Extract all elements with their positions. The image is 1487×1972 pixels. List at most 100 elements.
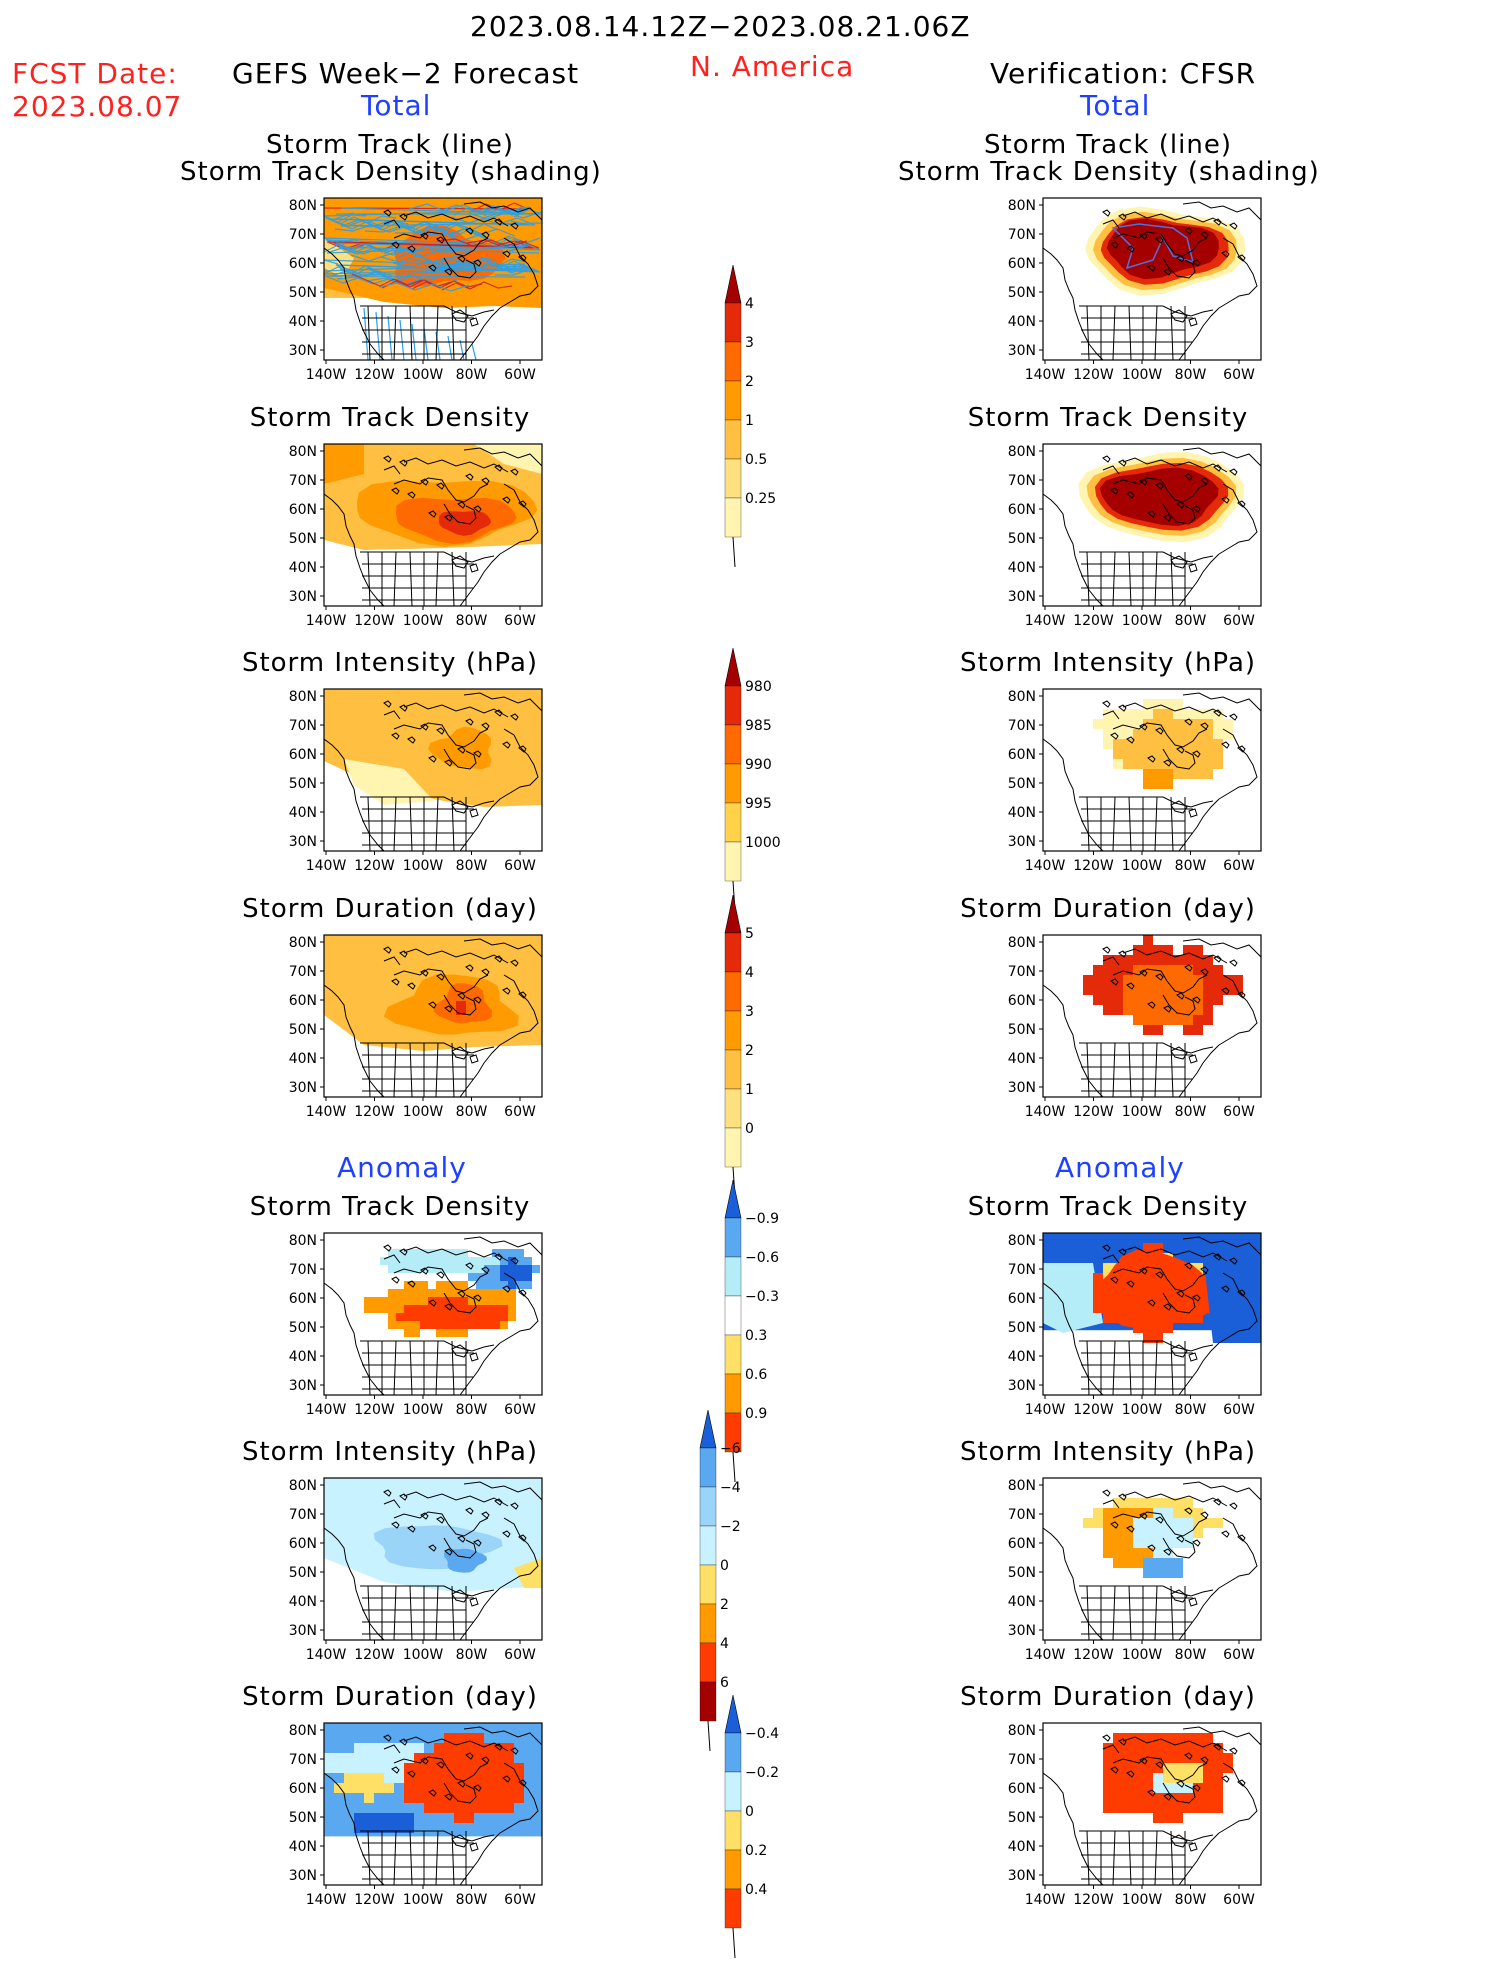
lon-tick-label: 100W bbox=[1122, 858, 1163, 874]
lat-tick-label: 80N bbox=[1008, 689, 1036, 705]
panel-title: Storm Intensity (hPa) bbox=[241, 648, 539, 678]
map-panel-forecast-duration: 30N 40N 50N 60N 70N 80N 140W 120W 100W 80W 60W bbox=[284, 934, 550, 1127]
lat-tick-label: 60N bbox=[1008, 1781, 1036, 1797]
panel-title: Storm Track Density bbox=[967, 403, 1249, 433]
lat-tick-label: 50N bbox=[289, 776, 317, 792]
colorbar-label: 0 bbox=[720, 1558, 729, 1574]
panel-title: Storm Duration (day) bbox=[960, 894, 1256, 924]
map-panel-verification-anomaly-intensity: 30N 40N 50N 60N 70N 80N 140W 120W 100W 80W 60W bbox=[1003, 1477, 1269, 1670]
lat-tick-label: 50N bbox=[289, 1810, 317, 1826]
map-svg: 30N 40N 50N 60N 70N 80N 140W 120W 100W 80W 60W bbox=[289, 934, 543, 1120]
lat-tick-label: 50N bbox=[289, 1320, 317, 1336]
lon-tick-label: 60W bbox=[1223, 1647, 1255, 1663]
lon-tick-label: 80W bbox=[456, 1402, 488, 1418]
lon-tick-label: 100W bbox=[1122, 613, 1163, 629]
lat-tick-label: 30N bbox=[289, 1378, 317, 1394]
panel-title-line1: Storm Track (line) bbox=[266, 130, 514, 160]
lon-tick-label: 60W bbox=[1223, 858, 1255, 874]
lon-tick-label: 100W bbox=[403, 1104, 444, 1120]
lon-tick-label: 60W bbox=[1223, 613, 1255, 629]
fcst-date: 2023.08.07 bbox=[12, 90, 183, 123]
lon-tick-label: 140W bbox=[306, 1647, 347, 1663]
lon-tick-label: 120W bbox=[354, 1647, 395, 1663]
lon-tick-label: 80W bbox=[456, 1647, 488, 1663]
map-field bbox=[1043, 1723, 1261, 1885]
colorbar-label: 1000 bbox=[745, 835, 781, 851]
lat-tick-label: 60N bbox=[1008, 1536, 1036, 1552]
lon-tick-label: 100W bbox=[403, 1402, 444, 1418]
colorbar-label: −0.3 bbox=[745, 1289, 779, 1305]
colorbar-label: 4 bbox=[720, 1636, 729, 1652]
lon-tick-label: 140W bbox=[1025, 858, 1066, 874]
lat-tick-label: 70N bbox=[1008, 718, 1036, 734]
colorbar-label: −0.9 bbox=[745, 1211, 779, 1227]
lat-tick-label: 60N bbox=[289, 256, 317, 272]
lat-tick-label: 30N bbox=[1008, 343, 1036, 359]
colorbar-label: 0.9 bbox=[745, 1406, 767, 1422]
lon-tick-label: 80W bbox=[456, 1104, 488, 1120]
lat-tick-label: 40N bbox=[289, 1839, 317, 1855]
map-svg: 30N 40N 50N 60N 70N 80N 140W 120W 100W 80W 60W bbox=[1008, 934, 1262, 1120]
lat-tick-label: 70N bbox=[289, 1262, 317, 1278]
forecast-title: GEFS Week−2 Forecast bbox=[232, 57, 580, 90]
lon-tick-label: 120W bbox=[354, 1892, 395, 1908]
colorbar-anomaly-intensity: −6 −4 −2 0 2 4 6 bbox=[699, 1409, 770, 1765]
map-panel-verification-anomaly-duration: 30N 40N 50N 60N 70N 80N 140W 120W 100W 80W 60W bbox=[1003, 1722, 1269, 1915]
panel-title: Storm Track (line) Storm Track Density (s… bbox=[898, 132, 1319, 186]
panel-title: Storm Track Density bbox=[249, 1192, 531, 1222]
lon-tick-label: 100W bbox=[1122, 1402, 1163, 1418]
lon-tick-label: 140W bbox=[1025, 1892, 1066, 1908]
lat-tick-label: 80N bbox=[289, 444, 317, 460]
colorbar-svg: −0.9 −0.6 −0.3 0.3 0.6 0.9 bbox=[724, 1179, 779, 1483]
panel-title: Storm Track Density bbox=[967, 1192, 1249, 1222]
lat-tick-label: 80N bbox=[1008, 1233, 1036, 1249]
lon-tick-label: 60W bbox=[1223, 367, 1255, 383]
lat-tick-label: 50N bbox=[1008, 1320, 1036, 1336]
lon-tick-label: 60W bbox=[1223, 1402, 1255, 1418]
lon-tick-label: 80W bbox=[1175, 1892, 1207, 1908]
section-total-right: Total bbox=[1080, 89, 1151, 122]
lon-tick-label: 120W bbox=[1073, 1892, 1114, 1908]
lat-tick-label: 60N bbox=[1008, 256, 1036, 272]
lon-tick-label: 140W bbox=[306, 613, 347, 629]
lat-tick-label: 60N bbox=[289, 1781, 317, 1797]
map-field bbox=[324, 689, 542, 851]
lon-tick-label: 140W bbox=[1025, 1402, 1066, 1418]
colorbar-label: −2 bbox=[720, 1519, 741, 1535]
colorbar-label: 1 bbox=[745, 1082, 754, 1098]
map-svg: 30N 40N 50N 60N 70N 80N 140W 120W 100W 80W 60W bbox=[289, 1232, 543, 1418]
map-field bbox=[1043, 1478, 1261, 1640]
map-field bbox=[324, 935, 542, 1097]
lat-tick-label: 60N bbox=[1008, 747, 1036, 763]
colorbar-label: 985 bbox=[745, 718, 772, 734]
panel-title: Storm Duration (day) bbox=[960, 1682, 1256, 1712]
colorbar-label: 995 bbox=[745, 796, 772, 812]
lat-tick-label: 70N bbox=[1008, 473, 1036, 489]
colorbar-label: 0.2 bbox=[745, 1843, 767, 1859]
lat-tick-label: 40N bbox=[1008, 560, 1036, 576]
map-svg: 30N 40N 50N 60N 70N 80N 140W 120W 100W 80W 60W bbox=[289, 197, 543, 383]
lon-tick-label: 100W bbox=[403, 367, 444, 383]
lat-tick-label: 30N bbox=[289, 589, 317, 605]
lon-tick-label: 80W bbox=[1175, 613, 1207, 629]
lat-tick-label: 60N bbox=[289, 1536, 317, 1552]
lon-tick-label: 140W bbox=[306, 858, 347, 874]
panel-title: Storm Duration (day) bbox=[242, 894, 538, 924]
section-anomaly-left: Anomaly bbox=[337, 1151, 467, 1184]
lat-tick-label: 60N bbox=[1008, 1291, 1036, 1307]
colorbar-label: 2 bbox=[720, 1597, 729, 1613]
colorbar-anomaly-duration: −0.4 −0.2 0 0.2 0.4 bbox=[724, 1694, 795, 1972]
map-panel-forecast-density: 30N 40N 50N 60N 70N 80N 140W 120W 100W 80W 60W bbox=[284, 443, 550, 636]
lat-tick-label: 70N bbox=[289, 227, 317, 243]
lat-tick-label: 50N bbox=[1008, 1565, 1036, 1581]
colorbar-label: −4 bbox=[720, 1480, 741, 1496]
section-total-left: Total bbox=[361, 89, 432, 122]
lon-tick-label: 100W bbox=[1122, 1104, 1163, 1120]
map-field bbox=[324, 1723, 542, 1885]
forecast-period: 2023.08.14.12Z−2023.08.21.06Z bbox=[470, 10, 971, 43]
colorbar-anomaly-density: −0.9 −0.6 −0.3 0.3 0.6 0.9 bbox=[724, 1179, 795, 1496]
colorbar-label: 0.6 bbox=[745, 1367, 767, 1383]
section-anomaly-right: Anomaly bbox=[1055, 1151, 1185, 1184]
verification-title: Verification: CFSR bbox=[990, 57, 1257, 90]
colorbar-label: 3 bbox=[745, 335, 754, 351]
